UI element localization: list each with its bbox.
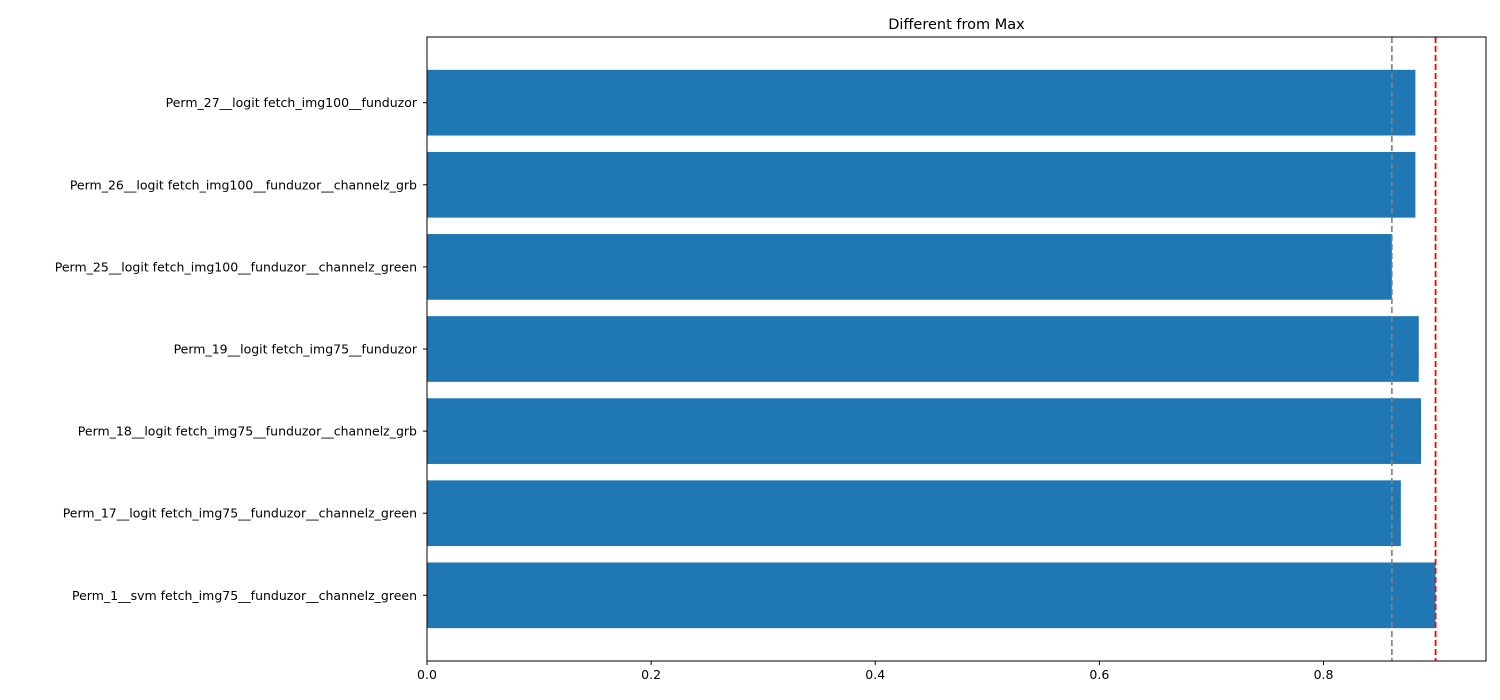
y-tick-label: Perm_19__logit fetch_img75__funduzor (174, 342, 418, 357)
y-tick-label: Perm_18__logit fetch_img75__funduzor__ch… (78, 424, 417, 439)
x-tick-label: 0.2 (641, 667, 661, 682)
reference-lines (1391, 37, 1437, 661)
y-tick-label: Perm_17__logit fetch_img75__funduzor__ch… (63, 506, 417, 521)
bar (427, 316, 1419, 382)
y-tick-label: Perm_27__logit fetch_img100__funduzor (166, 95, 418, 110)
chart-title: Different from Max (888, 17, 1025, 33)
bars (427, 69, 1436, 629)
bar (427, 69, 1416, 136)
bar (427, 234, 1392, 300)
y-tick-label: Perm_25__logit fetch_img100__funduzor__c… (55, 259, 417, 274)
y-tick-label: Perm_1__svm fetch_img75__funduzor__chann… (72, 588, 417, 603)
x-tick-label: 0.0 (417, 667, 437, 682)
y-tick-label: Perm_26__logit fetch_img100__funduzor__c… (70, 177, 417, 192)
x-ticks: 0.0 0.2 0.4 0.6 0.8 (417, 661, 1333, 682)
x-tick-label: 0.6 (1089, 667, 1109, 682)
bar (427, 151, 1416, 218)
bar (427, 480, 1401, 547)
x-tick-label: 0.8 (1314, 667, 1334, 682)
x-tick-label: 0.4 (865, 667, 885, 682)
bar (427, 398, 1422, 464)
y-tick-labels: Perm_27__logit fetch_img100__funduzor Per… (55, 95, 427, 603)
bar (427, 562, 1436, 629)
